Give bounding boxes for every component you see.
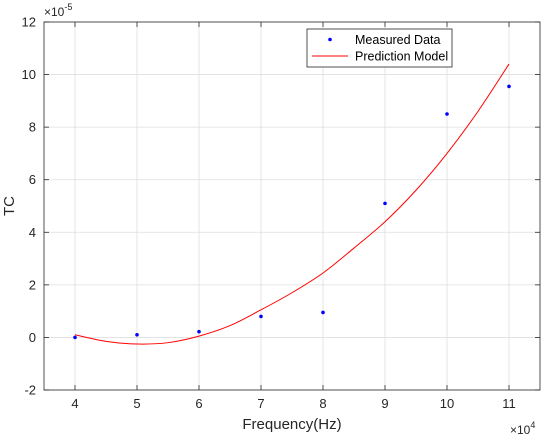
measured-data-point (445, 112, 449, 116)
y-tick-label: 4 (29, 225, 36, 240)
x-axis-multiplier: ×104 (510, 420, 535, 437)
measured-data-point (135, 333, 139, 337)
measured-data-series (73, 84, 511, 340)
x-axis-label: Frequency(Hz) (242, 416, 341, 433)
legend-model-label: Prediction Model (355, 50, 448, 64)
measured-data-point (507, 84, 511, 89)
y-tick-label: 2 (29, 277, 36, 292)
measured-data-point (197, 329, 201, 334)
measured-data-point (73, 335, 77, 340)
y-axis-label: TC (1, 196, 18, 216)
x-tick-label: 7 (257, 396, 264, 411)
legend-measured-marker (328, 37, 332, 42)
y-tick-label: -2 (24, 383, 36, 398)
y-axis-ticks: -2 0 2 4 6 8 10 12 (22, 15, 540, 398)
legend-box (306, 28, 453, 68)
grid (44, 21, 540, 391)
x-tick-label: 4 (71, 396, 78, 411)
x-tick-label: 10 (440, 396, 454, 411)
measured-data-point (321, 310, 325, 315)
measured-data-point (383, 201, 387, 206)
axes-box (43, 21, 541, 391)
prediction-model-series (74, 63, 510, 345)
y-tick-label: 12 (22, 15, 36, 30)
x-tick-label: 6 (195, 396, 202, 411)
x-tick-label: 9 (381, 396, 388, 411)
prediction-model-line (74, 63, 510, 345)
measured-data-point (259, 314, 263, 319)
x-tick-label: 11 (502, 396, 516, 411)
y-tick-label: 0 (29, 330, 36, 345)
y-tick-label: 8 (29, 120, 36, 135)
x-tick-label: 8 (319, 396, 326, 411)
legend-measured-label: Measured Data (355, 33, 441, 47)
y-axis-multiplier: ×10-5 (44, 2, 72, 19)
legend: Measured Data Prediction Model (306, 28, 453, 68)
y-tick-label: 10 (22, 67, 36, 82)
x-tick-label: 5 (133, 396, 140, 411)
x-axis-ticks: 4 5 6 7 8 9 10 11 (71, 22, 516, 411)
y-tick-label: 6 (29, 172, 36, 187)
